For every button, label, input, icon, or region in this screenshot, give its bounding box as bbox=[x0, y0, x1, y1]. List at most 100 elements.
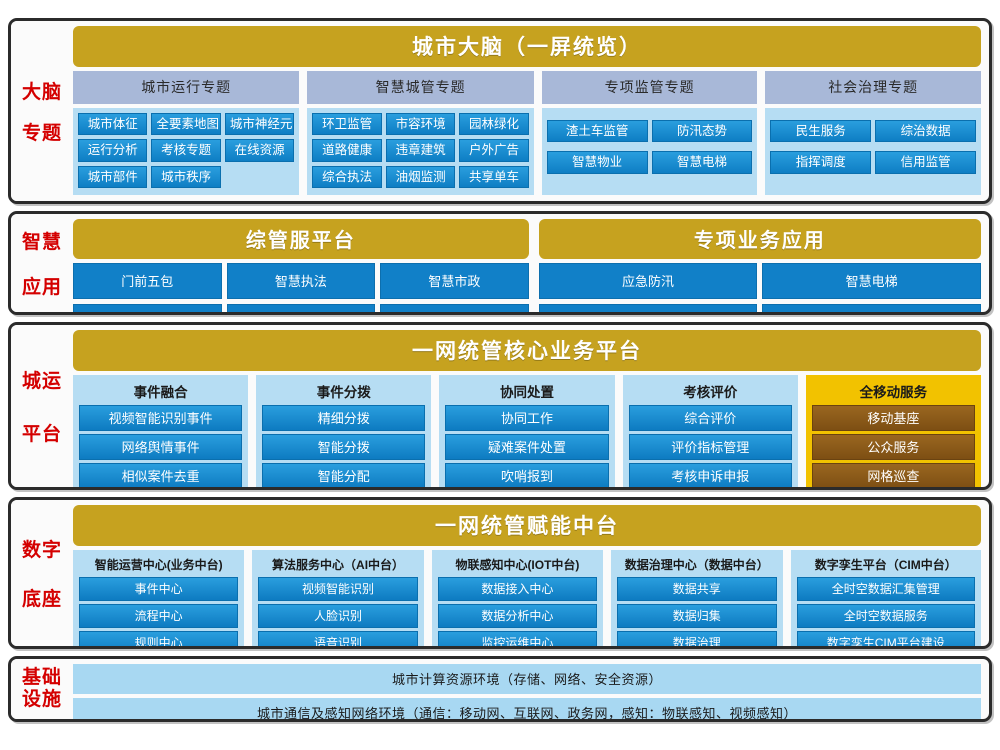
platform-group-title: 考核评价 bbox=[683, 385, 738, 400]
application-tile[interactable]: 物业管理 bbox=[538, 304, 758, 312]
application-tile[interactable]: 智慧电梯 bbox=[762, 263, 981, 299]
foundation-label-line-1: 数字 bbox=[21, 540, 62, 561]
platform-item[interactable]: 吹哨报到 bbox=[445, 463, 609, 487]
brain-tile[interactable]: 智慧电梯 bbox=[651, 151, 753, 174]
foundation-item[interactable]: 视频智能识别 bbox=[258, 577, 418, 601]
foundation-item[interactable]: 数据归集 bbox=[617, 604, 777, 628]
platform-item[interactable]: 智能分拨 bbox=[262, 434, 426, 460]
foundation-item[interactable]: 数字孪生CIM平台建设 bbox=[796, 631, 975, 646]
platform-group-title: 事件融合 bbox=[133, 385, 188, 400]
foundation-item[interactable]: 全时空数据服务 bbox=[796, 604, 975, 628]
infrastructure-body: 城市计算资源环境（存储、网络、安全资源） 城市通信及感知网络环境（通信：移动网、… bbox=[73, 659, 989, 719]
application-tile[interactable]: 智慧市政 bbox=[380, 263, 529, 299]
brain-columns: 城市运行专题 城市体征 全要素地图 城市神经元 运行分析 考核专题 在线资源 城… bbox=[73, 71, 981, 195]
brain-tile[interactable]: 违章建筑 bbox=[385, 139, 456, 162]
brain-tile[interactable]: 城市部件 bbox=[78, 165, 148, 189]
foundation-label-line-2: 底座 bbox=[21, 589, 62, 610]
brain-tile[interactable]: 指挥调度 bbox=[770, 151, 872, 174]
foundation-item[interactable]: 数据治理 bbox=[617, 631, 777, 646]
brain-column-title: 智慧城管专题 bbox=[307, 71, 534, 104]
foundation-item[interactable]: 数据分析中心 bbox=[437, 604, 598, 628]
application-tile[interactable]: 共享单车 bbox=[73, 304, 222, 312]
section-core-platform: 城运 平台 一网统管核心业务平台 事件融合 视频智能识别事件 网络舆情事件 相似… bbox=[8, 322, 992, 490]
section-city-brain: 大脑 专题 城市大脑（一屏统览） 城市运行专题 城市体征 全要素地图 城市神经元… bbox=[8, 18, 992, 204]
brain-tile[interactable]: 综合执法 bbox=[312, 165, 382, 189]
platform-group-title: 全移动服务 bbox=[859, 385, 928, 400]
foundation-groups: 智能运营中心(业务中台) 事件中心 流程中心 规则中心 资源中心 算法服务中心（… bbox=[73, 550, 981, 646]
section-infrastructure: 基础 设施 城市计算资源环境（存储、网络、安全资源） 城市通信及感知网络环境（通… bbox=[8, 656, 992, 722]
brain-tile[interactable]: 户外广告 bbox=[459, 139, 529, 162]
brain-tile[interactable]: 共享单车 bbox=[459, 165, 529, 189]
brain-tile[interactable]: 城市体征 bbox=[78, 113, 148, 136]
platform-item[interactable]: 网格巡查 bbox=[811, 463, 976, 487]
platform-group-items: 协同工作 疑难案件处置 吹哨报到 跟踪督办 bbox=[445, 405, 609, 487]
brain-tile[interactable]: 综治数据 bbox=[875, 120, 976, 143]
platform-group-collaborative-handling: 协同处置 协同工作 疑难案件处置 吹哨报到 跟踪督办 ······ bbox=[439, 375, 615, 487]
brain-tile[interactable]: 运行分析 bbox=[78, 139, 148, 162]
application-tile[interactable]: 门前五包 bbox=[73, 263, 222, 299]
foundation-item[interactable]: 人脸识别 bbox=[258, 604, 418, 628]
foundation-item[interactable]: 全时空数据汇集管理 bbox=[796, 577, 975, 601]
platform-item[interactable]: 公众服务 bbox=[811, 434, 976, 460]
brain-tile[interactable]: 考核专题 bbox=[151, 139, 221, 162]
platform-item[interactable]: 综合评价 bbox=[628, 405, 792, 431]
platform-item[interactable]: 考核申诉申报 bbox=[628, 463, 792, 487]
brain-tile[interactable]: 环卫监管 bbox=[312, 113, 382, 136]
platform-group-title: 事件分拨 bbox=[316, 385, 371, 400]
brain-tile[interactable]: 园林绿化 bbox=[459, 113, 529, 136]
foundation-item[interactable]: 流程中心 bbox=[79, 604, 239, 628]
brain-tile[interactable]: 防汛态势 bbox=[651, 120, 753, 143]
foundation-banner: 一网统管赋能中台 bbox=[73, 505, 981, 546]
foundation-group-title: 数据治理中心（数据中台） bbox=[624, 558, 769, 572]
platform-item[interactable]: 相似案件去重 bbox=[79, 463, 243, 487]
brain-tile[interactable]: 油烟监测 bbox=[385, 165, 456, 189]
section-digital-foundation: 数字 底座 一网统管赋能中台 智能运营中心(业务中台) 事件中心 流程中心 规则… bbox=[8, 497, 992, 649]
brain-tile[interactable]: 全要素地图 bbox=[151, 113, 221, 136]
application-tile[interactable]: 智慧渣土 bbox=[762, 304, 981, 312]
application-tile[interactable]: 应急防汛 bbox=[538, 263, 758, 299]
foundation-group-iot-sensing: 物联感知中心(IOT中台) 数据接入中心 数据分析中心 监控运维中心 数据服务中… bbox=[431, 550, 604, 646]
application-tile[interactable]: 违法建设 bbox=[380, 304, 529, 312]
brain-tile[interactable]: 在线资源 bbox=[224, 139, 295, 162]
foundation-group-digital-twin: 数字孪生平台（CIM中台） 全时空数据汇集管理 全时空数据服务 数字孪生CIM平… bbox=[790, 550, 981, 646]
brain-tile[interactable]: 民生服务 bbox=[770, 120, 872, 143]
brain-column-smart-urban-mgmt: 智慧城管专题 环卫监管 市容环境 园林绿化 道路健康 违章建筑 户外广告 综合执… bbox=[307, 71, 534, 195]
platform-group-items: 移动基座 公众服务 网格巡查 移动处置 bbox=[811, 405, 976, 487]
brain-body: 城市大脑（一屏统览） 城市运行专题 城市体征 全要素地图 城市神经元 运行分析 … bbox=[73, 21, 989, 201]
brain-tile[interactable]: 信用监管 bbox=[875, 151, 976, 174]
foundation-item[interactable]: 规则中心 bbox=[79, 631, 239, 646]
infrastructure-bar-compute[interactable]: 城市计算资源环境（存储、网络、安全资源） bbox=[73, 664, 981, 694]
platform-item[interactable]: 精细分拨 bbox=[262, 405, 426, 431]
application-tile-grid: 门前五包 智慧执法 智慧市政 共享单车 户外广告 违法建设 bbox=[73, 263, 529, 312]
platform-item[interactable]: 智能分配 bbox=[262, 463, 426, 487]
platform-item[interactable]: 移动基座 bbox=[811, 405, 976, 431]
application-tile[interactable]: 智慧执法 bbox=[226, 263, 376, 299]
infrastructure-bar-network[interactable]: 城市通信及感知网络环境（通信：移动网、互联网、政务网，感知：物联感知、视频感知） bbox=[73, 698, 981, 719]
foundation-item[interactable]: 监控运维中心 bbox=[437, 631, 598, 646]
platform-group-assessment: 考核评价 综合评价 评价指标管理 考核申诉申报 评价结果反查 ······ bbox=[622, 375, 798, 487]
brain-tile[interactable]: 渣土车监管 bbox=[546, 120, 648, 143]
platform-item[interactable]: 协同工作 bbox=[445, 405, 609, 431]
foundation-body: 一网统管赋能中台 智能运营中心(业务中台) 事件中心 流程中心 规则中心 资源中… bbox=[73, 500, 989, 646]
brain-column-social-governance: 社会治理专题 民生服务 综治数据 指挥调度 信用监管 bbox=[765, 71, 981, 195]
brain-tile[interactable]: 市容环境 bbox=[385, 113, 456, 136]
foundation-item[interactable]: 数据接入中心 bbox=[437, 577, 598, 601]
application-tile[interactable]: 户外广告 bbox=[226, 304, 376, 312]
brain-tile[interactable]: 城市神经元 bbox=[224, 113, 295, 136]
section-label-infrastructure: 基础 设施 bbox=[11, 659, 73, 719]
section-label-application: 智慧 应用 bbox=[11, 214, 73, 312]
foundation-item[interactable]: 事件中心 bbox=[79, 577, 239, 601]
foundation-group-items: 事件中心 流程中心 规则中心 资源中心 bbox=[79, 577, 239, 646]
platform-body: 一网统管核心业务平台 事件融合 视频智能识别事件 网络舆情事件 相似案件去重 统… bbox=[73, 325, 989, 487]
platform-item[interactable]: 视频智能识别事件 bbox=[79, 405, 243, 431]
brain-tile[interactable]: 城市秩序 bbox=[151, 165, 221, 189]
platform-item[interactable]: 评价指标管理 bbox=[628, 434, 792, 460]
brain-tile[interactable]: 道路健康 bbox=[312, 139, 382, 162]
brain-column-title: 社会治理专题 bbox=[765, 71, 981, 104]
foundation-item[interactable]: 语音识别 bbox=[258, 631, 418, 646]
platform-item[interactable]: 疑难案件处置 bbox=[445, 434, 609, 460]
platform-label-line-1: 城运 bbox=[21, 371, 62, 392]
platform-item[interactable]: 网络舆情事件 bbox=[79, 434, 243, 460]
foundation-item[interactable]: 数据共享 bbox=[617, 577, 777, 601]
brain-tile[interactable]: 智慧物业 bbox=[546, 151, 648, 174]
